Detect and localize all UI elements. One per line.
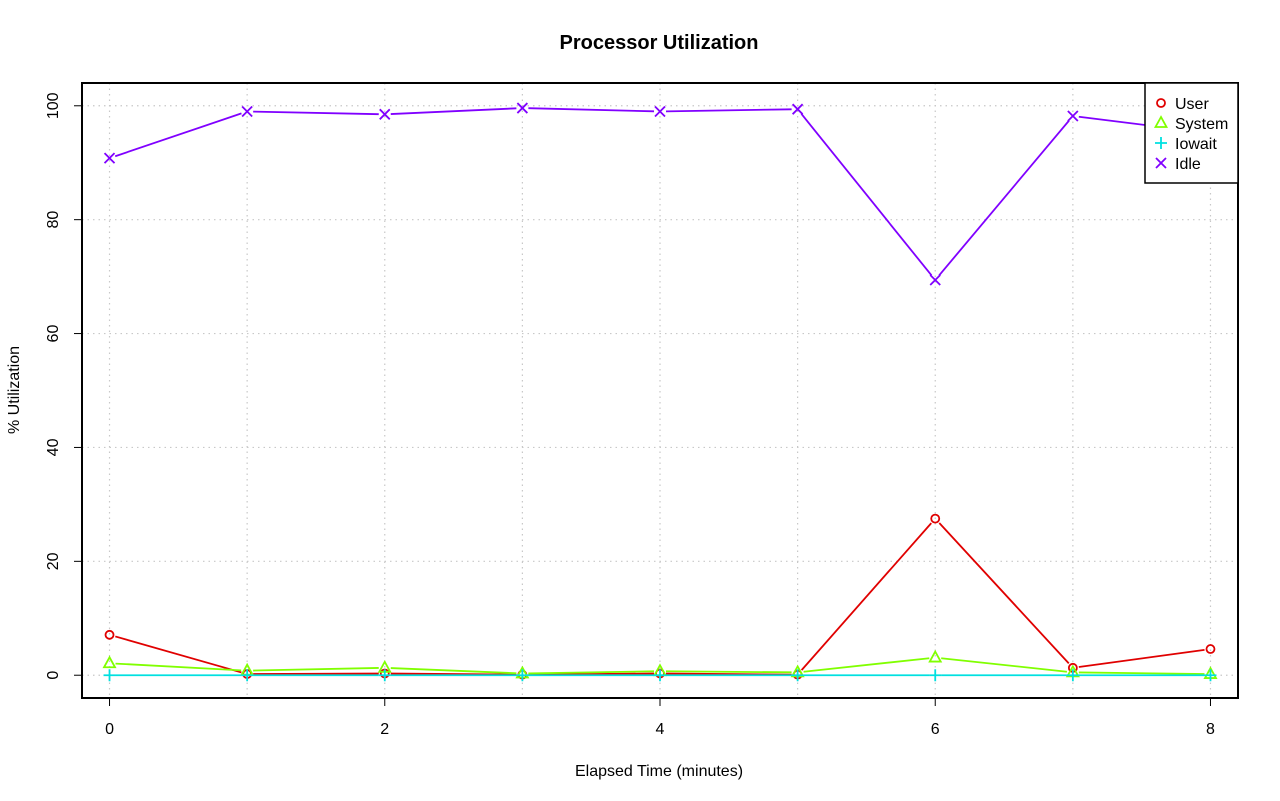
x-tick-label-8: 8 (1206, 721, 1215, 738)
series-system-segment (941, 657, 1067, 673)
y-tick-label-100: 100 (45, 92, 62, 119)
legend-label-idle: Idle (1175, 156, 1201, 173)
series-idle-segment (253, 110, 379, 116)
series-user (104, 513, 1216, 680)
series-user-segment (800, 522, 932, 671)
series-idle (103, 102, 1217, 286)
y-tick-label-40: 40 (45, 438, 62, 456)
legend-marker-iowait (1155, 137, 1167, 149)
legend-marker-idle (1155, 157, 1167, 169)
series-idle-point-4 (654, 105, 666, 118)
series-iowait-point-8 (1204, 669, 1217, 682)
series-system (102, 649, 1218, 679)
series-layer (102, 102, 1218, 682)
series-user-point-0 (104, 629, 115, 640)
y-tick-label-80: 80 (45, 211, 62, 229)
series-system-segment (528, 670, 655, 675)
series-iowait-point-0 (103, 669, 116, 682)
series-idle-point-0 (103, 152, 116, 164)
series-system-point-6 (928, 649, 943, 663)
chart-title: Processor Utilization (560, 32, 759, 54)
y-tick-label-60: 60 (45, 325, 62, 343)
series-user-segment (115, 635, 242, 674)
series-idle-segment (665, 108, 792, 113)
x-tick-label-2: 2 (380, 721, 389, 738)
series-iowait-point-1 (241, 669, 254, 682)
series-idle-point-5 (791, 103, 804, 115)
legend-label-system: System (1175, 116, 1228, 133)
series-iowait (103, 669, 1217, 682)
y-axis: 0 20 40 60 80 100 (45, 92, 82, 680)
series-idle-segment (800, 113, 933, 276)
x-tick-label-0: 0 (105, 721, 114, 738)
legend-marker-user (1156, 98, 1166, 108)
legend: User System Iowait Idle (1144, 82, 1239, 184)
legend-label-iowait: Iowait (1175, 136, 1217, 153)
series-system-segment (803, 657, 930, 673)
grid-lines (82, 83, 1238, 698)
y-tick-label-20: 20 (45, 552, 62, 570)
series-system-segment (1078, 671, 1205, 675)
series-user-segment (1078, 648, 1205, 668)
series-idle-segment (938, 120, 1070, 277)
series-iowait-point-6 (929, 669, 942, 682)
series-system-segment (115, 662, 242, 672)
series-iowait-point-4 (654, 669, 666, 682)
series-idle-segment (390, 107, 517, 115)
series-iowait-point-3 (516, 669, 529, 682)
series-idle-point-1 (241, 105, 253, 118)
series-iowait-point-2 (378, 669, 391, 682)
series-idle-segment (528, 107, 655, 113)
x-axis: 0 2 4 6 8 (105, 697, 1215, 738)
series-idle-point-3 (516, 102, 529, 114)
series-idle-point-6 (929, 274, 941, 286)
x-tick-label-4: 4 (656, 721, 665, 738)
y-tick-label-0: 0 (45, 671, 62, 680)
series-system-segment (253, 667, 379, 672)
x-tick-label-6: 6 (931, 721, 940, 738)
series-user-segment (253, 672, 379, 675)
series-idle-point-2 (379, 108, 391, 120)
series-system-segment (390, 667, 517, 675)
y-axis-label: % Utilization (6, 346, 23, 434)
series-user-point-8 (1205, 644, 1216, 654)
series-user-point-6 (930, 513, 941, 524)
series-iowait-point-5 (791, 669, 804, 682)
series-system-point-0 (102, 655, 117, 669)
series-system-segment (665, 670, 792, 674)
legend-label-user: User (1175, 96, 1209, 113)
series-iowait-point-7 (1066, 669, 1079, 682)
series-idle-point-7 (1067, 110, 1079, 122)
series-user-segment (938, 522, 1070, 665)
legend-marker-system (1153, 115, 1169, 128)
x-axis-label: Elapsed Time (minutes) (575, 763, 743, 780)
series-idle-segment (114, 112, 242, 158)
